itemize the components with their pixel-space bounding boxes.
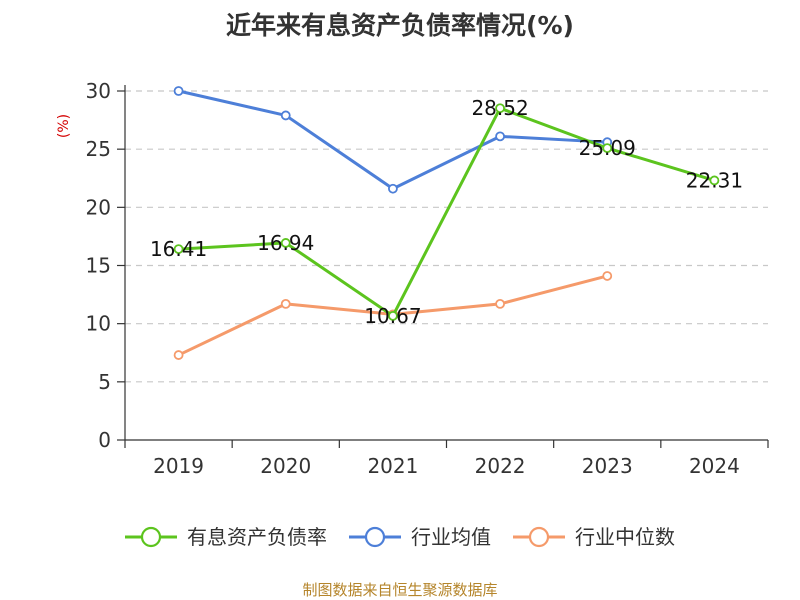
data-label: 10.67 <box>364 304 421 328</box>
data-label: 22.31 <box>686 168 743 192</box>
x-tick-label: 2023 <box>582 454 633 478</box>
series-point <box>495 131 505 142</box>
legend-label: 行业均值 <box>411 525 491 549</box>
data-labels: 16.41 16.94 10.67 28.52 25.09 22.31 <box>150 96 743 328</box>
legend-item: 行业均值 <box>349 525 491 549</box>
data-label: 16.94 <box>257 231 314 255</box>
legend-marker <box>140 526 162 548</box>
x-tick-label: 2024 <box>689 454 740 478</box>
y-tick-label: 30 <box>86 79 111 103</box>
x-tick-label: 2021 <box>367 454 418 478</box>
y-tick-label: 15 <box>86 254 111 278</box>
x-tick-label: 2020 <box>260 454 311 478</box>
chart-title: 近年来有息资产负债率情况(%) <box>226 11 574 40</box>
series-point <box>388 310 398 321</box>
grid-lines <box>125 90 768 383</box>
series-point <box>495 103 505 114</box>
legend-item: 有息资产负债率 <box>125 525 327 549</box>
legend: 有息资产负债率 行业均值 行业中位数 <box>125 525 675 549</box>
y-axis-label: (%) <box>56 114 72 138</box>
x-tick-label: 2019 <box>153 454 204 478</box>
legend-label: 有息资产负债率 <box>187 525 327 549</box>
y-tick-label: 20 <box>86 195 111 219</box>
axes: 0 5 10 15 20 25 30 2019 2020 2021 2022 2023 2024 <box>86 79 769 478</box>
source-note: 制图数据来自恒生聚源数据库 <box>302 581 497 599</box>
legend-marker <box>364 526 386 548</box>
legend-marker <box>528 526 550 548</box>
legend-item: 行业中位数 <box>513 525 675 549</box>
y-tick-label: 0 <box>98 428 111 452</box>
series-point <box>280 298 291 309</box>
x-tick-label: 2022 <box>475 454 526 478</box>
series-point <box>388 183 398 194</box>
series-line-2 <box>178 89 608 191</box>
data-label: 28.52 <box>471 96 528 120</box>
series-point <box>602 271 613 281</box>
series-point <box>173 86 184 96</box>
series-line-1 <box>178 106 715 318</box>
series-point <box>709 175 720 186</box>
y-tick-label: 10 <box>86 312 111 336</box>
data-label: 25.09 <box>579 136 636 160</box>
series-lines <box>173 86 720 360</box>
series-point <box>173 244 184 254</box>
legend-label: 行业中位数 <box>575 525 675 549</box>
series-point <box>280 238 291 248</box>
data-label: 16.41 <box>150 237 207 261</box>
y-tick-label: 25 <box>86 137 111 161</box>
y-tick-label: 5 <box>98 370 111 394</box>
series-point <box>495 298 505 309</box>
series-point <box>280 110 291 121</box>
series-point <box>173 350 184 360</box>
series-point <box>602 143 613 154</box>
